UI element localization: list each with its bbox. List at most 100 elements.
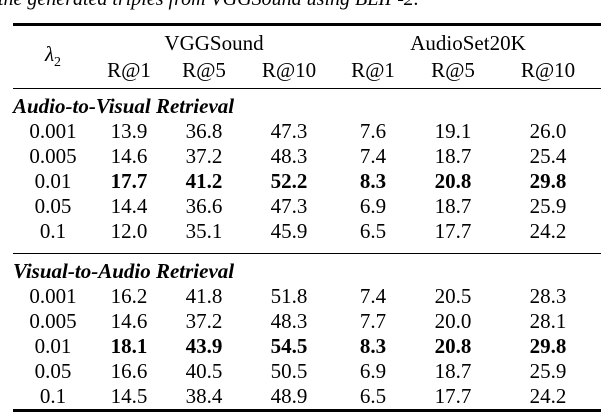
section-title-label: Visual-to-Audio Retrieval — [13, 259, 235, 283]
metric-value: 24.2 — [529, 384, 567, 408]
metric-value: 25.4 — [529, 144, 567, 168]
lambda-symbol: λ — [44, 42, 55, 67]
lambda-value: 0.01 — [34, 334, 72, 358]
metric-value: 7.7 — [359, 309, 387, 333]
lambda-value: 0.01 — [34, 169, 72, 193]
section-title-visual-to-audio: Visual-to-Audio Retrieval — [13, 253, 601, 285]
metric-header-vgg-r1: R@1 — [107, 58, 151, 82]
metric-value: 8.3 — [359, 334, 387, 358]
metric-value: 51.8 — [270, 284, 308, 308]
metric-value: 37.2 — [185, 144, 223, 168]
metric-value: 41.2 — [185, 169, 223, 193]
metric-value: 41.8 — [185, 284, 223, 308]
metric-value: 48.3 — [270, 144, 308, 168]
lambda-value: 0.005 — [29, 309, 77, 333]
results-table: λ2 VGGSound AudioSet20K R@1 R@5 R@10 R@1… — [13, 23, 601, 412]
table-row-best: 0.01 18.1 43.9 54.5 8.3 20.8 29.8 — [13, 334, 601, 359]
metric-value: 7.6 — [359, 119, 387, 143]
section-title-audio-to-visual: Audio-to-Visual Retrieval — [13, 89, 601, 120]
metric-value: 19.1 — [434, 119, 472, 143]
metric-value: 43.9 — [185, 334, 223, 358]
metric-value: 36.6 — [185, 194, 223, 218]
metric-value: 17.7 — [434, 384, 472, 408]
metric-value: 6.5 — [359, 384, 387, 408]
metric-value: 14.6 — [110, 144, 148, 168]
metric-value: 8.3 — [359, 169, 387, 193]
metric-value: 35.1 — [185, 219, 223, 243]
metric-value: 17.7 — [434, 219, 472, 243]
metric-header-vgg-r10: R@10 — [261, 58, 317, 82]
metric-header-as-r1: R@1 — [351, 58, 395, 82]
metric-value: 37.2 — [185, 309, 223, 333]
table-row: 0.005 14.6 37.2 48.3 7.4 18.7 25.4 — [13, 144, 601, 169]
metric-value: 7.4 — [359, 284, 387, 308]
table-row: 0.05 14.4 36.6 47.3 6.9 18.7 25.9 — [13, 194, 601, 219]
metric-value: 12.0 — [110, 219, 148, 243]
lambda-value: 0.001 — [29, 119, 77, 143]
metric-header-as-r10: R@10 — [520, 58, 576, 82]
metric-value: 18.7 — [434, 359, 472, 383]
metric-value: 28.3 — [529, 284, 567, 308]
metric-value: 16.6 — [110, 359, 148, 383]
metric-value: 29.8 — [529, 169, 567, 193]
metric-value: 36.8 — [185, 119, 223, 143]
metric-value: 50.5 — [270, 359, 308, 383]
metric-value: 13.9 — [110, 119, 148, 143]
metric-value: 20.5 — [434, 284, 472, 308]
metric-value: 6.5 — [359, 219, 387, 243]
metric-value: 38.4 — [185, 384, 223, 408]
metric-value: 6.9 — [359, 194, 387, 218]
header-row-metrics: R@1 R@5 R@10 R@1 R@5 R@10 — [13, 56, 601, 89]
metric-value: 40.5 — [185, 359, 223, 383]
group-header-audioset20k: AudioSet20K — [410, 31, 526, 55]
metric-value: 7.4 — [359, 144, 387, 168]
lambda-value: 0.05 — [34, 359, 72, 383]
table-row: 0.1 14.5 38.4 48.9 6.5 17.7 24.2 — [13, 384, 601, 411]
metric-value: 29.8 — [529, 334, 567, 358]
table-row: 0.001 16.2 41.8 51.8 7.4 20.5 28.3 — [13, 284, 601, 309]
lambda2-column-header: λ2 — [13, 25, 93, 89]
metric-value: 26.0 — [529, 119, 567, 143]
metric-value: 25.9 — [529, 359, 567, 383]
lambda-value: 0.1 — [39, 219, 67, 243]
lambda-value: 0.001 — [29, 284, 77, 308]
table-row: 0.001 13.9 36.8 47.3 7.6 19.1 26.0 — [13, 119, 601, 144]
metric-value: 28.1 — [529, 309, 567, 333]
metric-header-vgg-r5: R@5 — [182, 58, 226, 82]
metric-value: 47.3 — [270, 194, 308, 218]
metric-value: 16.2 — [110, 284, 148, 308]
metric-value: 6.9 — [359, 359, 387, 383]
metric-value: 20.0 — [434, 309, 472, 333]
metric-value: 14.4 — [110, 194, 148, 218]
lambda-value: 0.005 — [29, 144, 77, 168]
lambda-subscript: 2 — [54, 55, 62, 71]
metric-value: 48.9 — [270, 384, 308, 408]
metric-value: 14.5 — [110, 384, 148, 408]
header-row-groups: λ2 VGGSound AudioSet20K — [13, 25, 601, 71]
metric-value: 14.6 — [110, 309, 148, 333]
metric-header-as-r5: R@5 — [431, 58, 475, 82]
table-row-best: 0.01 17.7 41.2 52.2 8.3 20.8 29.8 — [13, 169, 601, 194]
metric-value: 25.9 — [529, 194, 567, 218]
metric-value: 18.7 — [434, 144, 472, 168]
lambda-value: 0.1 — [39, 384, 67, 408]
lambda-value: 0.05 — [34, 194, 72, 218]
metric-value: 24.2 — [529, 219, 567, 243]
group-header-vggsound: VGGSound — [164, 31, 264, 55]
metric-value: 17.7 — [110, 169, 148, 193]
metric-value: 47.3 — [270, 119, 308, 143]
metric-value: 20.8 — [434, 334, 472, 358]
metric-value: 48.3 — [270, 309, 308, 333]
table-row: 0.1 12.0 35.1 45.9 6.5 17.7 24.2 — [13, 219, 601, 254]
metric-value: 18.1 — [110, 334, 148, 358]
table-row: 0.05 16.6 40.5 50.5 6.9 18.7 25.9 — [13, 359, 601, 384]
section-title-label: Audio-to-Visual Retrieval — [13, 94, 235, 118]
caption-fragment: the generated triples from VGGSound usin… — [0, 0, 604, 10]
metric-value: 45.9 — [270, 219, 308, 243]
metric-value: 54.5 — [270, 334, 308, 358]
metric-value: 52.2 — [270, 169, 308, 193]
metric-value: 18.7 — [434, 194, 472, 218]
metric-value: 20.8 — [434, 169, 472, 193]
table-row: 0.005 14.6 37.2 48.3 7.7 20.0 28.1 — [13, 309, 601, 334]
